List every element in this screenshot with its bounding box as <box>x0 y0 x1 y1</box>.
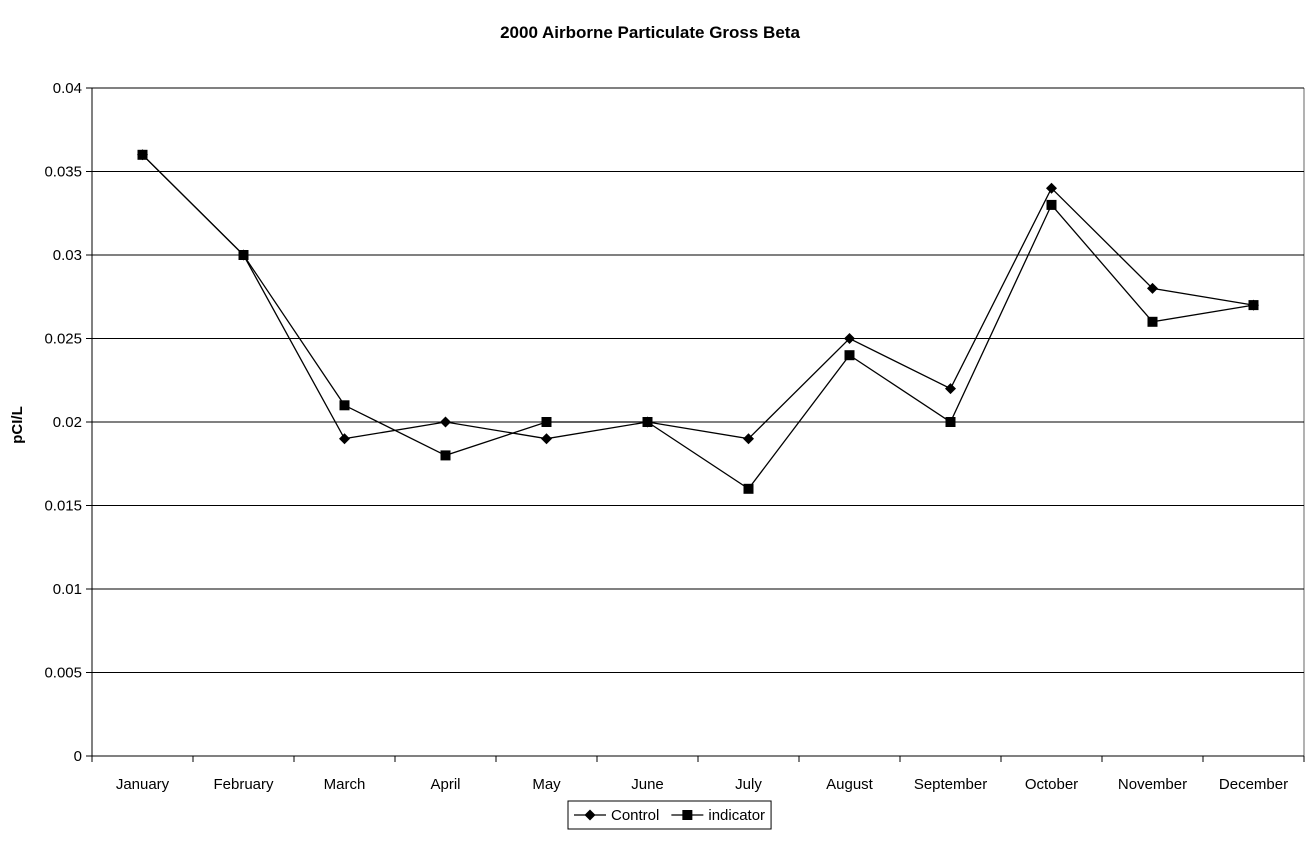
y-tick-label: 0.04 <box>53 80 82 97</box>
data-point-indicator <box>339 400 350 411</box>
series-line-indicator <box>142 154 1254 490</box>
x-tick-label: May <box>532 776 561 793</box>
axes <box>86 87 1305 762</box>
series-layer <box>137 149 1259 494</box>
data-point-indicator <box>1248 300 1259 311</box>
x-tick-label: September <box>914 776 987 793</box>
data-point-indicator <box>844 350 855 361</box>
y-tick-label: 0.02 <box>53 414 82 431</box>
y-tick-labels: 0 0.005 0.01 0.015 0.02 0.025 0.03 0.035 0.04 <box>44 80 82 765</box>
x-tick-label: April <box>430 776 460 793</box>
data-point-indicator <box>137 149 148 160</box>
data-point-indicator <box>743 483 754 494</box>
legend-marker-control <box>584 809 596 821</box>
x-tick-label: January <box>116 776 170 793</box>
data-point-indicator <box>642 417 653 427</box>
data-point-control <box>1147 282 1158 294</box>
series-line-control <box>142 154 1254 440</box>
y-axis-label: pCI/L <box>9 406 26 444</box>
x-tick-label: July <box>735 776 762 793</box>
data-point-control <box>339 433 350 445</box>
data-point-indicator <box>440 450 451 461</box>
y-tick-label: 0.015 <box>44 498 82 515</box>
legend-entry-control: Control <box>611 807 659 824</box>
y-tick-label: 0.01 <box>53 581 82 598</box>
legend: Control indicator <box>567 800 772 830</box>
legend-marker-indicator <box>682 810 693 820</box>
y-tick-label: 0.025 <box>44 331 82 348</box>
x-tick-labels: January February March April May June July Augu… <box>116 776 1288 793</box>
legend-entry-indicator: indicator <box>708 807 765 824</box>
data-point-indicator <box>541 417 552 427</box>
y-tick-label: 0.03 <box>53 247 82 264</box>
y-tick-label: 0.005 <box>44 665 82 682</box>
data-point-control <box>844 333 855 344</box>
data-point-indicator <box>945 417 956 427</box>
y-tick-label: 0.035 <box>44 164 82 181</box>
x-tick-label: February <box>213 776 274 793</box>
data-point-indicator <box>238 250 249 260</box>
data-point-control <box>1046 182 1057 194</box>
y-tick-label: 0 <box>74 748 82 765</box>
data-point-indicator <box>1046 199 1057 210</box>
gridlines <box>92 87 1304 673</box>
x-tick-label: August <box>826 776 874 793</box>
x-tick-label: November <box>1118 776 1187 793</box>
data-point-indicator <box>1147 316 1158 327</box>
x-tick-label: March <box>324 776 366 793</box>
chart-title: 2000 Airborne Particulate Gross Beta <box>500 23 800 42</box>
x-tick-label: June <box>631 776 664 793</box>
data-point-control <box>945 383 956 395</box>
data-point-control <box>440 416 451 428</box>
data-point-control <box>541 433 552 445</box>
x-tick-label: October <box>1025 776 1078 793</box>
x-tick-label: December <box>1219 776 1288 793</box>
data-point-control <box>743 433 754 445</box>
